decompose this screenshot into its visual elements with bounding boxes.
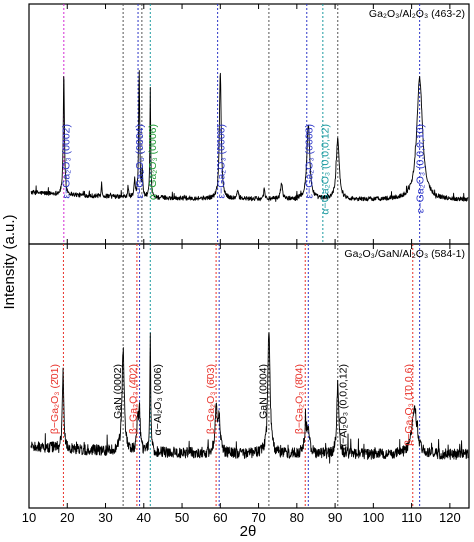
top-peak-label-6: ε−Ga₂O₃ (0,0,0,10) xyxy=(415,124,427,213)
x-tick-label-9: 100 xyxy=(362,510,384,525)
x-tick-label-1: 20 xyxy=(60,510,74,525)
top-panel: Ga₂O₃/Al₂O₃ (463-2) ε−Ga₂O₃ (0002) ε−Ga₂O₃… xyxy=(28,3,470,245)
bottom-peak-label-6: β−Ga₂O₃ (8̄04) xyxy=(294,364,306,434)
bottom-peak-label-5: GaN (0004) xyxy=(257,364,269,419)
x-tick-label-2: 30 xyxy=(98,510,112,525)
bottom-peak-label-4: β−Ga₂O₃ (6̄03) xyxy=(205,364,217,434)
top-diffraction-trace xyxy=(30,70,469,202)
top-peak-label-3: ε−Ga₂O₃ (0006) xyxy=(215,124,227,199)
top-sample-label: Ga₂O₃/Al₂O₃ (463-2) xyxy=(369,8,465,20)
y-axis-title: Intensity (a.u.) xyxy=(1,214,18,309)
top-peak-label-0: ε−Ga₂O₃ (0002) xyxy=(60,124,72,199)
bottom-peak-label-3: α−Al₂O₃ (0006) xyxy=(152,364,164,435)
top-panel-frame xyxy=(28,3,470,245)
top-peak-label-2: α−Ga₂O₃ (0006) xyxy=(147,124,159,200)
bottom-peak-label-7: α−Al₂O₃ (0,0,0,12) xyxy=(338,364,350,450)
x-tick-label-8: 90 xyxy=(328,510,342,525)
bottom-peak-label-0: β−Ga₂O₃ (2̄01) xyxy=(49,364,61,434)
bottom-panel: Ga₂O₃/GaN/Al₂O₃ (584-1) β−Ga₂O₃ (2̄01) GaN… xyxy=(28,243,470,509)
bottom-peak-label-2: β−Ga₂O₃ (4̄02) xyxy=(127,364,139,434)
x-tick-label-11: 120 xyxy=(439,510,461,525)
x-tick-label-0: 10 xyxy=(22,510,36,525)
top-peak-label-1: ε−Ga₂O₃ (0004) xyxy=(134,124,146,199)
bottom-peak-label-1: GaN (0002) xyxy=(112,364,124,419)
x-tick-label-6: 70 xyxy=(251,510,265,525)
x-tick-label-3: 40 xyxy=(137,510,151,525)
x-axis: 10 20 30 40 50 60 70 80 90 100 110 120 xyxy=(22,510,461,525)
bottom-sample-label: Ga₂O₃/GaN/Al₂O₃ (584-1) xyxy=(344,248,465,260)
top-peak-label-5: α−Ga₂O₃ (0,0,0,12) xyxy=(319,124,331,215)
bottom-peak-label-8: β−Ga₂O₃ (1̄0,0,6) xyxy=(403,364,415,446)
top-peak-label-4: ε−Ga₂O₃ (0008) xyxy=(303,124,315,199)
bottom-panel-frame xyxy=(28,243,470,509)
x-tick-label-7: 80 xyxy=(290,510,304,525)
x-axis-title: 2θ xyxy=(240,523,257,540)
x-tick-label-10: 110 xyxy=(401,510,422,525)
x-tick-label-5: 60 xyxy=(213,510,227,525)
bottom-diffraction-trace xyxy=(30,332,469,464)
x-tick-label-4: 50 xyxy=(175,510,189,525)
